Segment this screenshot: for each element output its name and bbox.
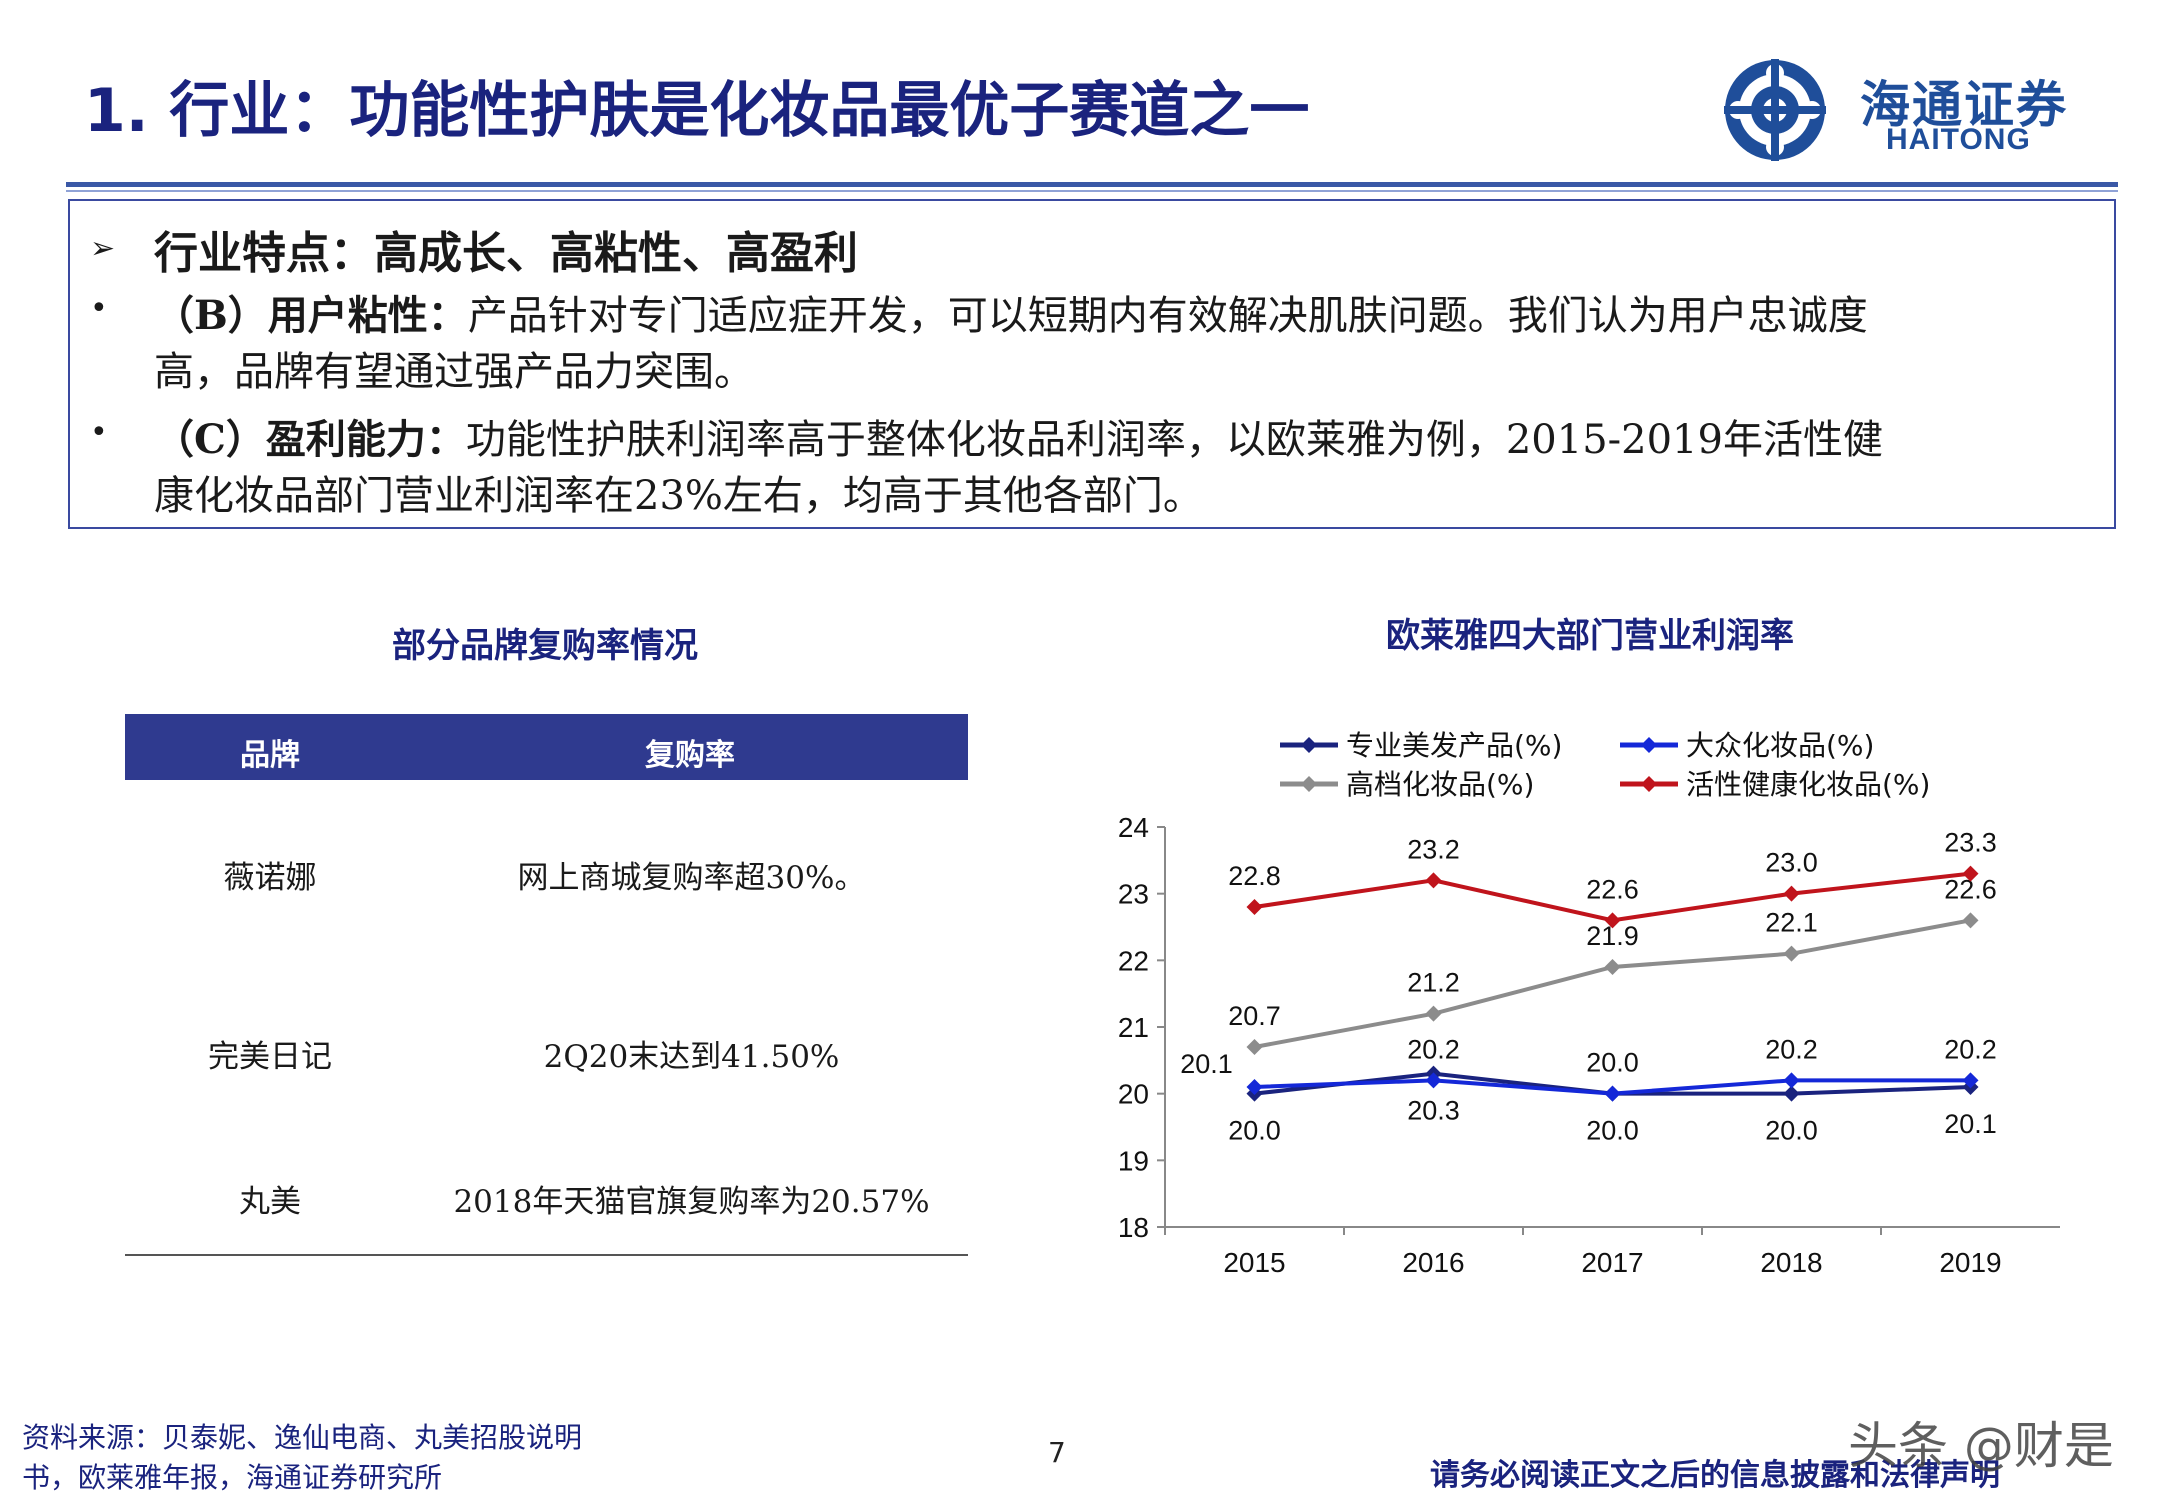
summary-point-c: （C）盈利能力：功能性护肤利润率高于整体化妆品利润率，以欧莱雅为例，2015-2… — [154, 407, 1883, 465]
table-cell-rate: 网上商城复购率超30%。 — [517, 860, 866, 896]
logo-chinese-name: 海通证券 — [1860, 75, 2068, 134]
summary-heading: 行业特点：高成长、高粘性、高盈利 — [154, 228, 858, 279]
table-cell-rate: 2018年天猫官旗复购率为20.57% — [453, 1184, 930, 1220]
data-point — [1604, 959, 1621, 975]
data-label: 22.6 — [1586, 874, 1639, 904]
data-label: 20.0 — [1586, 1116, 1639, 1146]
source-line-1: 资料来源：贝泰妮、逸仙电商、丸美招股说明 — [22, 1421, 583, 1454]
haitong-emblem-icon — [1724, 59, 1826, 161]
bullet-dot-icon: • — [90, 291, 108, 326]
arrow-bullet-icon: ➢ — [90, 231, 116, 266]
data-label: 20.2 — [1944, 1034, 1997, 1064]
y-tick-label: 24 — [1118, 812, 1149, 843]
data-point — [1962, 912, 1979, 929]
data-point — [1962, 865, 1979, 882]
point-c-text: 功能性护肤利润率高于整体化妆品利润率，以欧莱雅为例，2015-2019年活性健 — [465, 417, 1883, 463]
data-label: 20.0 — [1765, 1116, 1818, 1146]
data-point — [1425, 872, 1442, 889]
data-point — [1962, 1072, 1979, 1089]
legend-label: 大众化妆品(%) — [1686, 729, 1874, 762]
legend-label: 专业美发产品(%) — [1346, 729, 1562, 762]
watermark: 头条 @财是 — [1848, 1417, 2114, 1475]
y-tick-label: 23 — [1118, 879, 1149, 910]
header-rate: 复购率 — [645, 738, 735, 773]
x-tick-label: 2015 — [1223, 1247, 1285, 1278]
data-point — [1246, 1079, 1263, 1095]
data-label: 23.0 — [1765, 848, 1818, 878]
operating-margin-line-chart: 18 19 20 21 22 23 24 2015 2016 2017 2018 2019 专业美发产品… — [1118, 729, 2060, 1278]
point-b-text-cont: 高，品牌有望通过强产品力突围。 — [154, 349, 754, 395]
y-tick-label: 21 — [1118, 1012, 1149, 1043]
title-divider-thin — [66, 190, 2118, 192]
y-tick-label: 22 — [1118, 945, 1149, 976]
data-label: 22.8 — [1228, 861, 1281, 891]
table-cell-brand: 薇诺娜 — [223, 860, 317, 896]
data-label: 22.1 — [1765, 908, 1818, 938]
page-number: 7 — [1048, 1436, 1066, 1469]
y-tick-label: 19 — [1118, 1145, 1149, 1176]
logo-english-name: HAITONG — [1886, 123, 2031, 156]
data-point — [1783, 1072, 1800, 1089]
point-b-text: 产品针对专门适应症开发，可以短期内有效解决肌肤问题。我们认为用户忠诚度 — [467, 293, 1868, 339]
title-divider — [66, 182, 2118, 187]
x-tick-label: 2017 — [1581, 1247, 1643, 1278]
source-line-2: 书，欧莱雅年报，海通证券研究所 — [22, 1461, 443, 1494]
table-title: 部分品牌复购率情况 — [392, 626, 698, 666]
legal-disclaimer: 请务必阅读正文之后的信息披露和法律声明 — [1430, 1458, 2000, 1493]
data-label: 20.0 — [1228, 1116, 1281, 1146]
data-label: 20.1 — [1180, 1049, 1233, 1079]
data-label: 20.0 — [1586, 1048, 1639, 1078]
data-point — [1604, 912, 1621, 929]
summary-point-b: （B）用户粘性：产品针对专门适应症开发，可以短期内有效解决肌肤问题。我们认为用户… — [154, 283, 1868, 341]
point-b-label: （B）用户粘性： — [154, 292, 468, 339]
table-cell-brand: 完美日记 — [208, 1039, 332, 1075]
data-label: 20.1 — [1944, 1109, 1997, 1139]
data-label: 20.2 — [1407, 1034, 1460, 1064]
bullet-dot-icon: • — [90, 415, 108, 450]
x-tick-label: 2018 — [1760, 1247, 1822, 1278]
data-point — [1246, 1039, 1263, 1055]
footer-source: 资料来源：贝泰妮、逸仙电商、丸美招股说明 书，欧莱雅年报，海通证券研究所 — [22, 1418, 722, 1498]
point-c-text-cont: 康化妆品部门营业利润率在23%左右，均高于其他各部门。 — [154, 473, 1203, 519]
data-point — [1783, 1085, 1800, 1102]
header-brand: 品牌 — [240, 738, 300, 773]
chart-title: 欧莱雅四大部门营业利润率 — [1386, 616, 1794, 656]
y-tick-label: 20 — [1118, 1079, 1149, 1110]
table-bottom-rule — [125, 1254, 968, 1256]
summary-box: ➢ 行业特点：高成长、高粘性、高盈利 • （B）用户粘性：产品针对专门适应症开发… — [68, 199, 2116, 529]
data-point — [1604, 1085, 1621, 1102]
haitong-logo: 海通证券 HAITONG — [1720, 55, 2090, 165]
legend-marker — [1301, 776, 1317, 792]
table-cell-brand: 丸美 — [239, 1184, 301, 1220]
data-label: 20.2 — [1765, 1034, 1818, 1064]
y-tick-label: 18 — [1118, 1212, 1149, 1243]
data-label: 23.3 — [1944, 828, 1997, 858]
legend-label: 活性健康化妆品(%) — [1686, 768, 1930, 801]
legend-label: 高档化妆品(%) — [1346, 768, 1534, 801]
legend-marker — [1641, 776, 1657, 792]
data-point — [1783, 885, 1800, 902]
table-cell-rate: 2Q20末达到41.50% — [543, 1039, 840, 1075]
data-label: 23.2 — [1407, 834, 1460, 864]
data-label: 20.3 — [1407, 1096, 1460, 1126]
legend-marker — [1301, 737, 1317, 753]
legend-marker — [1641, 737, 1657, 753]
page-title: 1. 行业：功能性护肤是化妆品最优子赛道之一 — [84, 76, 1310, 146]
data-point — [1425, 1072, 1442, 1089]
data-point — [1246, 899, 1263, 915]
x-tick-label: 2016 — [1402, 1247, 1464, 1278]
x-tick-label: 2019 — [1939, 1247, 2001, 1278]
data-point — [1783, 945, 1800, 962]
data-point — [1425, 1005, 1442, 1022]
point-c-label: （C）盈利能力： — [154, 416, 466, 463]
data-label: 20.7 — [1228, 1001, 1281, 1031]
table-header-row: 品牌 复购率 — [125, 714, 968, 780]
data-label: 21.2 — [1407, 968, 1460, 998]
